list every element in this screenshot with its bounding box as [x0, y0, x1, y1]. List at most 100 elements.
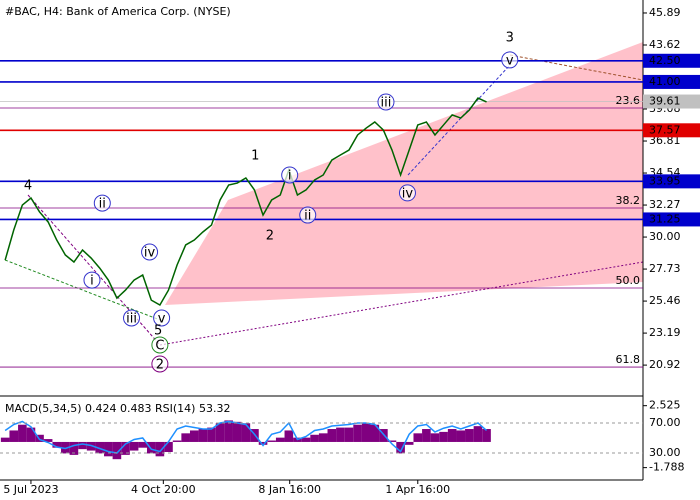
macd-bar [422, 429, 431, 442]
macd-bar [207, 427, 216, 442]
wave-circle [141, 243, 159, 261]
wave-circle [151, 355, 169, 373]
level-label: 33.95 [649, 174, 681, 187]
macd-bar [250, 429, 259, 442]
macd-bar [181, 433, 190, 442]
wave-circle [398, 184, 416, 202]
macd-bar [413, 433, 423, 442]
fib-label: 50.0 [616, 274, 641, 287]
y-tick-label: 23.19 [649, 326, 681, 339]
wave-label: iv [144, 246, 156, 261]
wave-circle [377, 93, 395, 111]
macd-bar [473, 426, 483, 442]
level-label: 31.25 [649, 212, 681, 225]
rsi-line [4, 420, 488, 454]
y-tick-label: 25.46 [649, 294, 681, 307]
wave-label: i [90, 274, 94, 289]
level-box [643, 53, 700, 68]
macd-bar [232, 421, 242, 442]
macd-bar [224, 420, 233, 442]
x-tick-label: 4 Oct 20:00 [131, 483, 196, 496]
level-box [643, 174, 700, 189]
macd-bar [146, 441, 156, 454]
level-box [643, 123, 700, 138]
level-box [643, 212, 700, 227]
x-tick-label: 8 Jan 16:00 [258, 483, 321, 496]
macd-bar [258, 441, 268, 445]
macd-bar [172, 440, 182, 442]
macd-bar [301, 437, 311, 442]
macd-bar [9, 430, 19, 442]
wave-label: ii [99, 197, 106, 212]
y-tick-label: 27.73 [649, 262, 681, 275]
macd-bar [284, 430, 294, 442]
wave-label: 1 [251, 148, 259, 163]
y-tick-label: 30.00 [649, 446, 681, 459]
macd-bar [456, 430, 466, 442]
y-tick-label: 32.27 [649, 198, 681, 211]
wave-circle [83, 271, 101, 289]
macd-bar [387, 440, 397, 442]
macd-bar [95, 441, 105, 454]
wave-circle [151, 336, 169, 354]
macd-bar [198, 429, 208, 442]
macd-bar [430, 433, 440, 442]
macd-bar [370, 424, 380, 442]
level-label: 41.00 [649, 75, 681, 88]
macd-bar [275, 437, 285, 442]
level-box [643, 74, 700, 89]
macd-bar [447, 429, 457, 442]
wave-label: v [506, 53, 514, 68]
wave-label: iii [381, 95, 392, 110]
macd-bar [336, 427, 345, 442]
macd-bar [353, 424, 362, 442]
macd-bar [379, 429, 388, 442]
macd-bar [18, 424, 27, 442]
trend-line [407, 64, 511, 176]
macd-bar [327, 429, 337, 442]
x-tick-label: 1 Apr 16:00 [385, 483, 450, 496]
wave-label: 2 [156, 357, 164, 372]
macd-bar [318, 433, 328, 442]
price-line [4, 97, 487, 307]
wave-label: 3 [506, 30, 514, 45]
macd-bar [129, 441, 139, 451]
wave-label: v [158, 312, 166, 327]
macd-bar [189, 430, 199, 442]
y-tick-label: 30.00 [649, 230, 681, 243]
macd-bar [396, 441, 405, 454]
macd-bar [482, 429, 491, 442]
macd-bar [465, 429, 474, 442]
y-tick-label: 20.92 [649, 358, 681, 371]
macd-bar [215, 423, 225, 442]
macd-bar [0, 437, 10, 442]
wave-label: 4 [24, 179, 32, 194]
indicator-label: MACD(5,34,5) 0.424 0.483 RSI(14) 53.32 [5, 402, 230, 415]
wave-circle [299, 206, 317, 224]
macd-bar [78, 441, 87, 450]
wave-circle [281, 166, 299, 184]
wave-label: C [155, 338, 164, 353]
macd-bar [361, 423, 371, 442]
wave-circle [501, 51, 519, 69]
wave-label: ii [304, 209, 311, 224]
macd-bar [43, 439, 53, 442]
chart-title: #BAC, H4: Bank of America Corp. (NYSE) [5, 5, 231, 18]
macd-bar [344, 427, 354, 442]
trend-line [159, 261, 644, 346]
y-tick-label: 45.89 [649, 6, 681, 19]
wave-label: 5 [154, 323, 162, 338]
wave-label: 2 [266, 228, 274, 243]
last-price-box [643, 94, 700, 109]
wave-circle [93, 194, 111, 212]
y-tick-label: 70.00 [649, 416, 681, 429]
macd-bar [155, 441, 165, 457]
macd-bar [26, 427, 36, 442]
macd-bar [69, 441, 79, 455]
fib-label: 61.8 [616, 353, 641, 366]
x-tick-label: 5 Jul 2023 [3, 483, 58, 496]
wave-label: iii [126, 312, 137, 327]
fib-label: 38.2 [616, 194, 641, 207]
level-label: 42.50 [649, 54, 681, 67]
macd-bar [241, 423, 251, 442]
